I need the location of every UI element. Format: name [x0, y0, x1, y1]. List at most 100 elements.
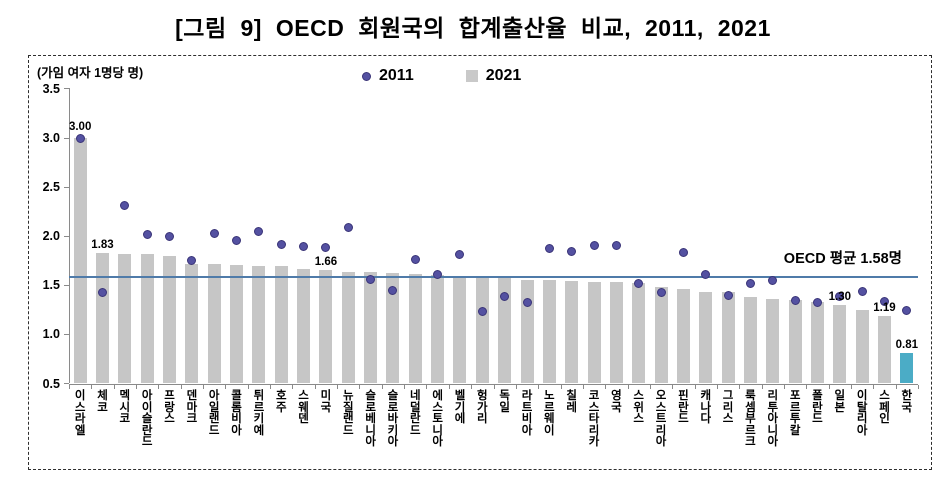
data-point-2011	[812, 297, 822, 307]
x-tick-mark	[203, 384, 205, 389]
x-axis-line	[69, 383, 918, 385]
data-point-2011	[567, 247, 577, 257]
x-tick-mark	[113, 384, 115, 389]
x-tick-mark	[739, 384, 741, 389]
x-tick-mark	[270, 384, 272, 389]
bar	[877, 315, 891, 384]
chart-legend: 2011 2021	[362, 67, 521, 85]
bar	[766, 299, 780, 384]
bar	[364, 271, 378, 384]
value-label-한국: 0.81	[895, 339, 919, 352]
x-tick-mark	[448, 384, 450, 389]
y-tick-label: 2.5	[42, 180, 60, 195]
legend-item-2011: 2011	[362, 67, 414, 85]
data-point-2011	[75, 133, 85, 143]
bar	[408, 273, 422, 384]
data-point-2011	[276, 239, 286, 249]
bar	[475, 276, 489, 384]
y-tick-mark	[64, 333, 69, 335]
bar	[274, 265, 288, 384]
bar	[431, 274, 445, 384]
x-tick-mark	[337, 384, 339, 389]
value-label-스페인: 1.19	[873, 301, 896, 314]
y-tick-label: 3.5	[42, 81, 60, 96]
data-point-2011	[835, 291, 845, 301]
oecd-average-line	[69, 276, 918, 279]
bar	[341, 271, 355, 384]
bar	[632, 283, 646, 384]
data-point-2011	[321, 242, 331, 252]
data-point-2011	[879, 296, 889, 306]
x-tick-mark	[404, 384, 406, 389]
legend-label: 2021	[485, 67, 522, 84]
bar	[721, 292, 735, 384]
data-point-2011	[857, 286, 867, 296]
x-tick-mark	[225, 384, 227, 389]
data-point-2011	[544, 243, 554, 253]
x-tick-mark	[69, 384, 70, 389]
x-tick-mark	[538, 384, 540, 389]
x-tick-mark	[806, 384, 808, 389]
bar	[788, 300, 802, 384]
value-label-이스라엘: 3.00	[68, 121, 92, 134]
bar	[252, 265, 266, 384]
bar	[297, 268, 311, 384]
y-tick-mark	[64, 88, 69, 90]
value-label-일본: 1.30	[828, 290, 851, 303]
bar	[207, 263, 221, 384]
data-point-2011	[611, 240, 621, 250]
x-tick-mark	[694, 384, 696, 389]
y-tick-label: 3.0	[42, 131, 60, 146]
bar	[230, 264, 244, 384]
bar	[833, 304, 847, 384]
data-point-2011	[209, 228, 219, 238]
x-tick-mark	[136, 384, 138, 389]
x-tick-mark	[493, 384, 495, 389]
x-tick-mark	[850, 384, 852, 389]
bar	[520, 280, 534, 384]
data-point-2011	[366, 274, 376, 284]
x-tick-mark	[515, 384, 517, 389]
chart-title: [그림 9] OECD 회원국의 합계출산율 비교, 2011, 2021	[175, 15, 771, 41]
data-point-2011	[589, 240, 599, 250]
x-tick-mark	[560, 384, 562, 389]
x-tick-mark	[627, 384, 629, 389]
chart-frame	[28, 55, 932, 470]
value-label-미국: 1.66	[314, 255, 338, 268]
legend-item-2021: 2021	[465, 67, 522, 85]
bar	[542, 280, 556, 384]
data-point-2011	[500, 291, 510, 301]
data-point-2011	[723, 290, 733, 300]
bar	[855, 309, 869, 384]
x-tick-mark	[471, 384, 473, 389]
bar	[73, 138, 87, 384]
data-point-2011	[790, 295, 800, 305]
legend-dot-swatch	[362, 71, 371, 81]
bar	[654, 287, 668, 384]
y-tick-label: 1.0	[42, 327, 60, 342]
legend-label: 2011	[379, 67, 414, 84]
data-point-2011	[902, 306, 912, 316]
y-tick-label: 1.5	[42, 278, 60, 293]
data-point-2011	[656, 287, 666, 297]
